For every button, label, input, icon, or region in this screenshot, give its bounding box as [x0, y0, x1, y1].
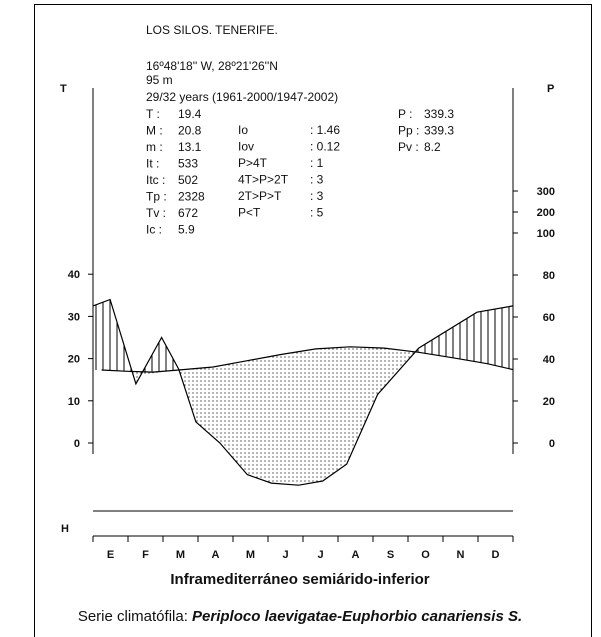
params-left: T : 19.4 M : 20.8 m : 13.1 It : 533 Itc : 502 Tp :… — [146, 107, 205, 237]
temperature-curve — [101, 346, 514, 373]
param-value: 20.8 — [178, 124, 202, 138]
left-ticks: 0 10 20 30 40 — [68, 269, 93, 450]
station-coords: 16º48'18'' W, 28º21'26''N — [146, 59, 278, 73]
param-value: : 3 — [310, 189, 324, 203]
param-label: T : — [146, 107, 160, 121]
right-axis-label: P — [547, 83, 554, 95]
param-value: : 0.12 — [310, 140, 340, 154]
right-ticks: 0 20 40 60 80 100 200 300 — [513, 186, 555, 450]
param-label: m : — [146, 140, 163, 154]
month-label: O — [421, 549, 430, 561]
param-label: 4T>P>2T — [238, 173, 289, 187]
param-value: 19.4 — [178, 107, 202, 121]
param-label: 2T>P>T — [238, 189, 282, 203]
right-tick-label: 20 — [543, 396, 555, 408]
right-tick-label: 80 — [543, 270, 555, 282]
param-value: 13.1 — [178, 140, 202, 154]
month-label: M — [246, 549, 255, 561]
param-label: P<T — [238, 206, 261, 220]
station-name: LOS SILOS. TENERIFE. — [146, 23, 278, 37]
right-tick-label: 100 — [537, 228, 555, 240]
left-tick-label: 30 — [68, 311, 80, 323]
month-label: D — [492, 549, 500, 561]
param-value: : 5 — [310, 206, 324, 220]
left-axis-label: T — [60, 83, 67, 95]
param-value: : 3 — [310, 173, 324, 187]
series-caption: Serie climatófila: Periploco laevigatae-… — [78, 608, 522, 625]
param-value: 533 — [178, 157, 198, 171]
param-label: M : — [146, 124, 163, 138]
h-axis-label: H — [61, 523, 69, 535]
month-label: S — [387, 549, 394, 561]
param-value: 8.2 — [424, 140, 441, 154]
left-tick-label: 40 — [68, 269, 80, 281]
station-years: 29/32 years (1961-2000/1947-2002) — [146, 90, 338, 104]
right-tick-label: 40 — [543, 354, 555, 366]
left-tick-label: 10 — [68, 396, 80, 408]
bioclimate-label: Inframediterráneo semiárido-inferior — [170, 571, 429, 588]
month-label: F — [142, 549, 149, 561]
param-label: Tp : — [146, 190, 167, 204]
left-tick-label: 0 — [74, 438, 80, 450]
param-label: Ic : — [146, 223, 162, 237]
right-tick-label: 60 — [543, 312, 555, 324]
param-value: 339.3 — [424, 107, 454, 121]
month-label: N — [457, 549, 465, 561]
month-label: M — [176, 549, 185, 561]
param-label: P : — [398, 107, 412, 121]
param-label: Pp : — [398, 124, 419, 138]
plot-area — [92, 298, 514, 486]
param-value: 339.3 — [424, 124, 454, 138]
month-label: J — [317, 549, 323, 561]
params-mid: Io : 1.46 Iov : 0.12 P>4T : 1 4T>P>2T : 3 2T>P>T… — [238, 123, 340, 220]
caption-prefix: Serie climatófila: — [78, 608, 192, 625]
param-label: It : — [146, 157, 159, 171]
dry-period-area — [133, 346, 415, 486]
param-value: : 1 — [310, 156, 324, 170]
station-altitude: 95 m — [146, 73, 173, 87]
month-label: J — [282, 549, 288, 561]
diagram-border — [34, 4, 592, 637]
precipitation-curve — [92, 298, 514, 486]
param-value: 2328 — [178, 190, 205, 204]
param-value: : 1.46 — [310, 123, 340, 137]
param-label: Io — [238, 123, 248, 137]
caption-series: Periploco laevigatae-Euphorbio canariens… — [192, 608, 522, 625]
month-label: E — [107, 549, 114, 561]
month-label: A — [212, 549, 220, 561]
param-value: 502 — [178, 173, 198, 187]
param-label: Pv : — [398, 140, 419, 154]
right-tick-label: 300 — [537, 186, 555, 198]
right-tick-label: 200 — [537, 207, 555, 219]
params-right: P : 339.3 Pp : 339.3 Pv : 8.2 — [398, 107, 454, 154]
right-tick-label: 0 — [549, 438, 555, 450]
param-value: 672 — [178, 206, 198, 220]
param-value: 5.9 — [178, 223, 195, 237]
param-label: Tv : — [146, 206, 166, 220]
param-label: Itc : — [146, 173, 165, 187]
param-label: Iov — [238, 140, 254, 154]
param-label: P>4T — [238, 156, 268, 170]
month-label: A — [352, 549, 360, 561]
left-tick-label: 20 — [68, 354, 80, 366]
